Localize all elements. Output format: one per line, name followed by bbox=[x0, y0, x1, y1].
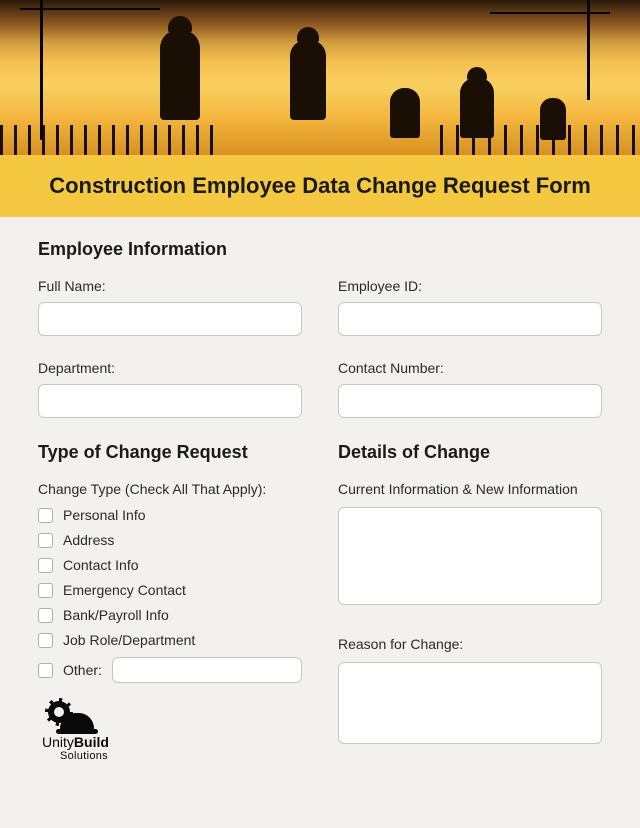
checkbox-label: Address bbox=[63, 532, 114, 548]
checkbox-emergency-contact[interactable] bbox=[38, 583, 53, 598]
reason-label: Reason for Change: bbox=[338, 636, 602, 652]
employee-id-label: Employee ID: bbox=[338, 278, 602, 294]
checkbox-row-personal-info: Personal Info bbox=[38, 507, 302, 523]
checkbox-address[interactable] bbox=[38, 533, 53, 548]
checkbox-row-other: Other: bbox=[38, 657, 302, 683]
checkbox-other[interactable] bbox=[38, 663, 53, 678]
checkbox-label: Bank/Payroll Info bbox=[63, 607, 169, 623]
checkbox-job-role[interactable] bbox=[38, 633, 53, 648]
current-new-label: Current Information & New Information bbox=[338, 481, 602, 497]
checkbox-bank-payroll[interactable] bbox=[38, 608, 53, 623]
checkbox-personal-info[interactable] bbox=[38, 508, 53, 523]
logo-icon bbox=[48, 701, 94, 731]
full-name-input[interactable] bbox=[38, 302, 302, 336]
checkbox-label: Personal Info bbox=[63, 507, 146, 523]
full-name-label: Full Name: bbox=[38, 278, 302, 294]
logo-text: UnityBuild Solutions bbox=[42, 735, 302, 762]
checkbox-row-emergency-contact: Emergency Contact bbox=[38, 582, 302, 598]
page-title: Construction Employee Data Change Reques… bbox=[20, 173, 620, 199]
checkbox-row-bank-payroll: Bank/Payroll Info bbox=[38, 607, 302, 623]
section-heading-employee: Employee Information bbox=[38, 239, 602, 260]
department-label: Department: bbox=[38, 360, 302, 376]
hero-image bbox=[0, 0, 640, 155]
checkbox-row-job-role: Job Role/Department bbox=[38, 632, 302, 648]
contact-number-label: Contact Number: bbox=[338, 360, 602, 376]
section-heading-change-type: Type of Change Request bbox=[38, 442, 302, 463]
section-heading-details: Details of Change bbox=[338, 442, 602, 463]
reason-textarea[interactable] bbox=[338, 662, 602, 744]
contact-number-input[interactable] bbox=[338, 384, 602, 418]
change-type-instruction: Change Type (Check All That Apply): bbox=[38, 481, 302, 497]
checkbox-label: Contact Info bbox=[63, 557, 139, 573]
other-input[interactable] bbox=[112, 657, 302, 683]
current-new-textarea[interactable] bbox=[338, 507, 602, 605]
checkbox-label: Job Role/Department bbox=[63, 632, 195, 648]
checkbox-contact-info[interactable] bbox=[38, 558, 53, 573]
title-bar: Construction Employee Data Change Reques… bbox=[0, 155, 640, 217]
employee-id-input[interactable] bbox=[338, 302, 602, 336]
checkbox-row-address: Address bbox=[38, 532, 302, 548]
company-logo: UnityBuild Solutions bbox=[38, 701, 302, 762]
department-input[interactable] bbox=[38, 384, 302, 418]
checkbox-label-other: Other: bbox=[63, 662, 102, 678]
checkbox-row-contact-info: Contact Info bbox=[38, 557, 302, 573]
checkbox-label: Emergency Contact bbox=[63, 582, 186, 598]
